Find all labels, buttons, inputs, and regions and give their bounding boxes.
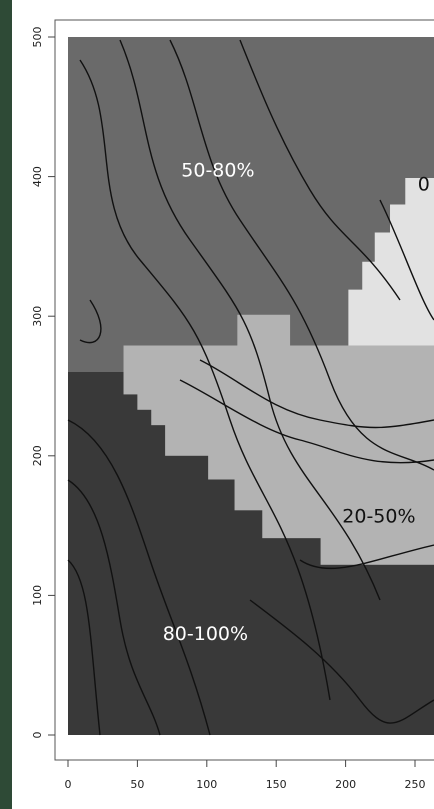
region-label: 50-80% xyxy=(181,160,254,182)
x-tick-label: 0 xyxy=(65,778,72,791)
label-layer: 20-50% xyxy=(342,506,415,528)
y-tick-label: 200 xyxy=(31,445,44,466)
x-tick-label: 150 xyxy=(266,778,287,791)
x-tick-label: 50 xyxy=(130,778,144,791)
y-tick-label: 500 xyxy=(31,27,44,48)
region-label: 0 xyxy=(418,173,430,195)
label-layer: 0 xyxy=(418,173,430,195)
y-tick-label: 0 xyxy=(31,732,44,739)
x-tick-label: 250 xyxy=(405,778,426,791)
chart: 50-80% 80-100% 20-50% 0 0 100 200 300 400 500 0 50 1… xyxy=(0,0,434,809)
y-tick-label: 300 xyxy=(31,306,44,327)
y-tick-label: 100 xyxy=(31,585,44,606)
side-strip xyxy=(0,0,12,809)
x-tick-label: 200 xyxy=(335,778,356,791)
plot-area xyxy=(68,37,434,735)
region-label: 20-50% xyxy=(342,506,415,528)
x-tick-label: 100 xyxy=(196,778,217,791)
y-tick-label: 400 xyxy=(31,166,44,187)
label-layer: 50-80% xyxy=(181,160,254,182)
region-label: 80-100% xyxy=(163,623,248,645)
label-layer: 80-100% xyxy=(163,623,248,645)
